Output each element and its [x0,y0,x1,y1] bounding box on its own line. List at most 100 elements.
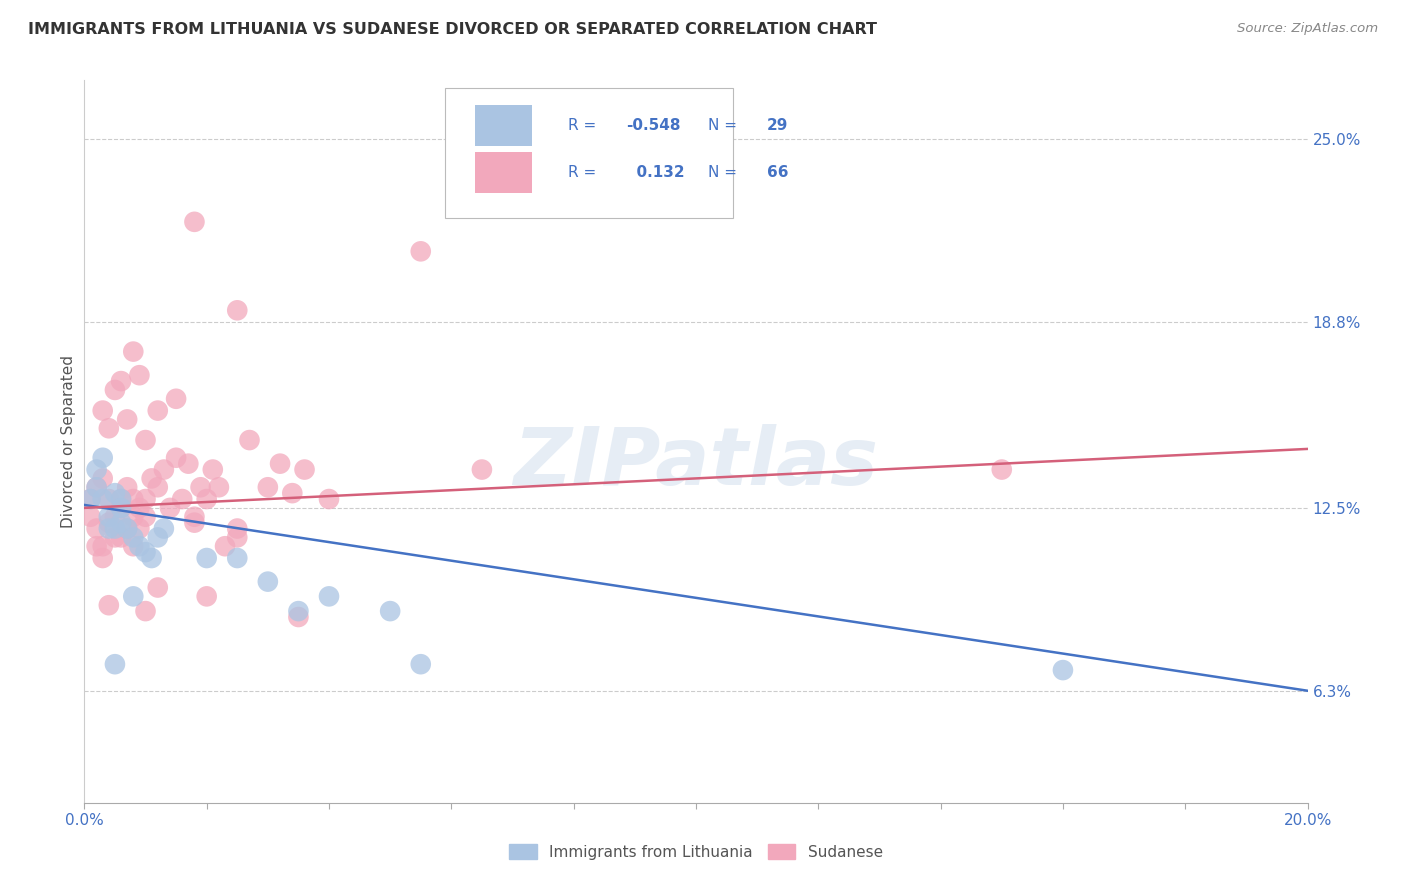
Point [226,530,249,544]
Point [141,471,163,485]
Point [79,491,101,506]
Point [86,462,108,476]
Text: ZIPatlas: ZIPatlas [513,425,879,502]
Point [97,509,120,524]
Point [115,522,138,536]
Text: Source: ZipAtlas.com: Source: ZipAtlas.com [1237,22,1378,36]
Point [91,539,114,553]
Point [135,604,157,618]
Point [86,539,108,553]
Text: 0.132: 0.132 [626,165,685,180]
Point [165,450,187,465]
FancyBboxPatch shape [475,105,531,146]
Point [91,403,114,417]
Point [97,516,120,530]
Point [135,433,157,447]
Point [195,491,218,506]
Point [110,516,132,530]
Point [294,462,316,476]
Point [165,392,187,406]
Point [104,383,127,397]
Point [97,491,120,506]
Point [409,657,432,672]
Point [214,539,236,553]
Point [318,491,340,506]
Point [195,590,218,604]
Point [183,516,205,530]
Point [97,522,120,536]
Point [269,457,291,471]
Point [257,480,280,494]
Point [104,486,127,500]
Point [1052,663,1074,677]
Point [122,509,145,524]
Point [153,522,176,536]
Text: IMMIGRANTS FROM LITHUANIA VS SUDANESE DIVORCED OR SEPARATED CORRELATION CHART: IMMIGRANTS FROM LITHUANIA VS SUDANESE DI… [28,22,877,37]
Point [177,457,200,471]
Point [122,491,145,506]
Point [122,590,145,604]
Point [104,522,127,536]
Point [287,604,309,618]
Point [97,598,120,612]
Point [141,551,163,566]
Point [115,412,138,426]
Point [146,530,169,544]
Text: N =: N = [709,165,742,180]
Point [110,500,132,515]
Point [110,491,132,506]
Point [201,462,224,476]
Point [115,522,138,536]
Legend: Immigrants from Lithuania, Sudanese: Immigrants from Lithuania, Sudanese [502,836,890,867]
Point [79,491,101,506]
Point [226,303,249,318]
Point [86,480,108,494]
Point [183,509,205,524]
Point [122,344,145,359]
Point [110,530,132,544]
Text: 66: 66 [766,165,789,180]
Text: 29: 29 [766,119,789,133]
Point [135,491,157,506]
Point [183,215,205,229]
Point [104,530,127,544]
Point [110,491,132,506]
Point [97,421,120,435]
Point [195,551,218,566]
Point [471,462,494,476]
Point [208,480,231,494]
Text: -0.548: -0.548 [626,119,681,133]
Point [86,480,108,494]
Point [281,486,304,500]
Point [104,509,127,524]
Point [318,590,340,604]
Point [115,480,138,494]
Point [226,522,249,536]
Point [257,574,280,589]
Point [91,551,114,566]
Text: N =: N = [709,119,742,133]
Point [146,480,169,494]
Point [91,491,114,506]
Point [79,509,101,524]
Point [110,374,132,388]
Point [226,551,249,566]
FancyBboxPatch shape [475,152,531,193]
Point [128,368,150,383]
Point [135,509,157,524]
Point [128,500,150,515]
Point [159,500,181,515]
Point [409,244,432,259]
Point [91,471,114,485]
Point [122,539,145,553]
Point [128,539,150,553]
Point [86,522,108,536]
Point [91,450,114,465]
Point [991,462,1014,476]
Point [135,545,157,559]
Point [128,522,150,536]
FancyBboxPatch shape [446,87,733,218]
Point [146,581,169,595]
Text: R =: R = [568,119,600,133]
Y-axis label: Divorced or Separated: Divorced or Separated [60,355,76,528]
